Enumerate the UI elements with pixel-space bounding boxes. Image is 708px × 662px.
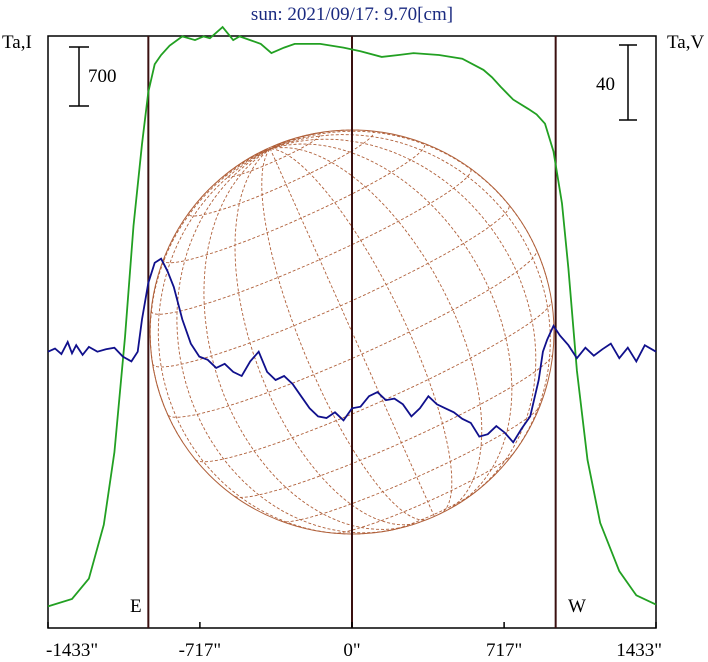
latitude-line xyxy=(224,132,322,178)
longitude-line xyxy=(270,130,548,280)
series-v-line xyxy=(47,257,657,444)
limb-markers xyxy=(147,36,557,628)
x-tick-label: 1433" xyxy=(616,640,662,661)
longitude-line xyxy=(269,148,435,517)
longitude-line xyxy=(269,147,271,150)
longitude-line xyxy=(255,148,271,155)
left-scale-bar-label: 700 xyxy=(88,66,117,87)
longitude-line xyxy=(261,148,430,521)
x-axis: -1433" -717" 0" 717" 1433" xyxy=(46,622,662,661)
left-axis-label: Ta,I xyxy=(2,32,32,53)
x-tick-label: 717" xyxy=(486,640,522,661)
longitude-line xyxy=(269,133,314,150)
longitude-line xyxy=(149,148,271,443)
longitude-line xyxy=(203,148,414,530)
longitude-line xyxy=(264,148,271,151)
series-i-line xyxy=(47,25,657,608)
latitude-line xyxy=(195,300,552,463)
longitude-line xyxy=(270,138,537,499)
latitude-line xyxy=(150,168,472,315)
longitude-line xyxy=(176,148,400,534)
chart-title: sun: 2021/09/17: 9.70[cm] xyxy=(251,4,453,25)
left-scale-bar: 700 xyxy=(69,46,117,107)
longitude-line xyxy=(230,148,271,172)
west-limb-label: W xyxy=(568,596,586,617)
east-limb-label: E xyxy=(130,596,142,617)
x-tick-label: 0" xyxy=(343,640,360,661)
x-tick-label: -1433" xyxy=(46,640,98,661)
right-scale-bar-label: 40 xyxy=(596,74,615,95)
latitude-line xyxy=(188,130,374,217)
longitude-line xyxy=(234,148,420,526)
right-axis-label: Ta,V xyxy=(667,32,704,53)
right-scale-bar: 40 xyxy=(596,44,637,121)
longitude-line xyxy=(269,141,285,150)
x-tick-label: -717" xyxy=(179,640,222,661)
solar-disk xyxy=(149,129,555,535)
longitude-line xyxy=(269,139,291,150)
longitude-line xyxy=(270,148,453,515)
longitude-line xyxy=(270,147,483,510)
heliographic-grid xyxy=(149,129,554,535)
longitude-line xyxy=(269,145,275,150)
latitude-line xyxy=(280,404,541,523)
longitude-line xyxy=(249,148,271,159)
longitude-line xyxy=(270,143,513,507)
